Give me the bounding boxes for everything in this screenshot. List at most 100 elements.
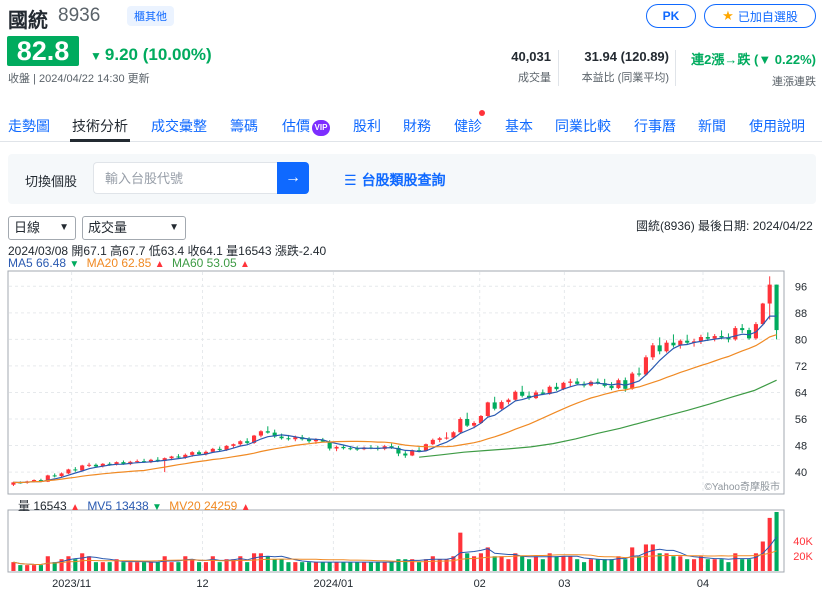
volume-bar — [252, 553, 257, 571]
candle-body — [678, 340, 683, 346]
volume-bar — [334, 562, 339, 571]
tab-news[interactable]: 新聞 — [698, 118, 726, 134]
stat-value: 40,031 — [511, 49, 551, 64]
search-submit-button[interactable]: → — [277, 162, 309, 194]
candle-body — [279, 436, 284, 439]
ma5-line — [13, 315, 777, 484]
candle-body — [245, 441, 250, 443]
volume-bar — [465, 553, 470, 571]
tab-technical[interactable]: 技術分析 — [72, 118, 128, 134]
volume-bar — [430, 556, 435, 571]
candle-body — [733, 328, 738, 340]
stat-pe: 31.94 (120.89) 本益比 (同業平均) — [582, 49, 669, 85]
candle-body — [114, 462, 119, 465]
volume-bar — [66, 556, 71, 571]
candle-body — [148, 459, 153, 463]
candle-body — [203, 451, 208, 455]
chevron-down-icon: ▼ — [169, 222, 179, 233]
volume-bar — [389, 562, 394, 571]
category-search-link[interactable]: ☰ 台股類股查詢 — [344, 170, 446, 190]
volume-bar — [217, 562, 222, 571]
candle-body — [73, 469, 78, 471]
tab-finance[interactable]: 財務 — [403, 118, 431, 134]
volume-bar — [575, 559, 580, 571]
volume-bar — [643, 544, 648, 571]
volume-bar — [162, 556, 167, 571]
up-triangle-icon: ▲ — [240, 502, 251, 513]
candle-body — [657, 345, 662, 352]
up-triangle-icon: ▲ — [240, 259, 250, 270]
candle-body — [396, 447, 401, 454]
tab-valuation[interactable]: 估價 VIP — [282, 116, 330, 136]
candle-body — [286, 438, 291, 440]
price-tick-label: 40 — [795, 467, 807, 479]
volume-bar — [293, 562, 298, 571]
volume-bar — [533, 556, 538, 571]
volume-legend: 量 16543 ▲ MV5 13438 ▼ MV20 24259 ▲ — [18, 497, 251, 514]
candle-body — [334, 446, 339, 449]
candle-body — [423, 444, 428, 451]
stock-search-input[interactable] — [93, 162, 279, 194]
candle-body — [575, 381, 580, 384]
tab-health[interactable]: 健診 — [454, 118, 482, 134]
volume-bar — [602, 559, 607, 571]
candle-body — [389, 446, 394, 448]
divider — [558, 50, 559, 86]
price-change-value: 9.20 (10.00%) — [104, 45, 212, 64]
volume-bar — [417, 562, 422, 571]
volume-bar — [540, 559, 545, 571]
tab-trades[interactable]: 成交彙整 — [151, 118, 207, 134]
volume-bar — [458, 532, 463, 571]
tab-help[interactable]: 使用說明 — [749, 118, 805, 134]
pk-button[interactable]: PK — [646, 4, 696, 28]
volume-bar — [747, 559, 752, 571]
volume-bar — [38, 565, 43, 571]
volume-bar — [183, 556, 188, 571]
candle-body — [59, 473, 64, 477]
volume-bar — [238, 556, 243, 571]
candle-body — [197, 452, 202, 455]
candle-body — [561, 382, 566, 390]
tab-peers[interactable]: 同業比較 — [555, 118, 611, 134]
candle-body — [327, 441, 332, 449]
volume-bar — [59, 559, 64, 571]
volume-bar — [368, 562, 373, 571]
volume-bar — [169, 562, 174, 571]
indicator-select[interactable]: 成交量 ▼ — [82, 216, 186, 240]
volume-bar — [554, 556, 559, 571]
candle-body — [767, 284, 772, 304]
tab-calendar[interactable]: 行事曆 — [634, 118, 676, 134]
tab-basic[interactable]: 基本 — [505, 118, 533, 134]
period-select[interactable]: 日線 ▼ — [8, 216, 76, 240]
tab-chips[interactable]: 籌碼 — [230, 118, 258, 134]
candle-body — [492, 402, 497, 409]
candle-body — [451, 432, 456, 438]
stock-code: 8936 — [58, 5, 101, 26]
tab-trend[interactable]: 走勢圖 — [8, 118, 50, 134]
ma60-line — [419, 379, 777, 458]
volume-bar — [582, 562, 587, 571]
candle-body — [32, 480, 37, 482]
candle-body — [671, 342, 676, 346]
notification-dot-icon — [479, 110, 485, 116]
volume-bar — [190, 559, 195, 571]
volume-bar — [231, 559, 236, 571]
candle-body — [155, 459, 160, 461]
candle-body — [417, 450, 422, 452]
volume-bar — [355, 562, 360, 571]
watchlist-button[interactable]: ★ 已加自選股 — [704, 4, 816, 28]
volume-bar — [142, 562, 147, 571]
volume-bar — [499, 556, 504, 571]
candle-body — [760, 303, 765, 325]
candle-body — [142, 461, 147, 463]
tab-dividend[interactable]: 股利 — [353, 118, 381, 134]
candle-body — [87, 464, 92, 466]
volume-bar — [753, 553, 758, 571]
price-tick-label: 88 — [795, 308, 807, 320]
volume-bar — [506, 559, 511, 571]
x-tick-label: 12 — [196, 578, 208, 590]
up-triangle-icon: ▲ — [154, 259, 165, 270]
category-tag[interactable]: 櫃其他 — [127, 6, 174, 26]
period-value: 日線 — [14, 220, 41, 235]
